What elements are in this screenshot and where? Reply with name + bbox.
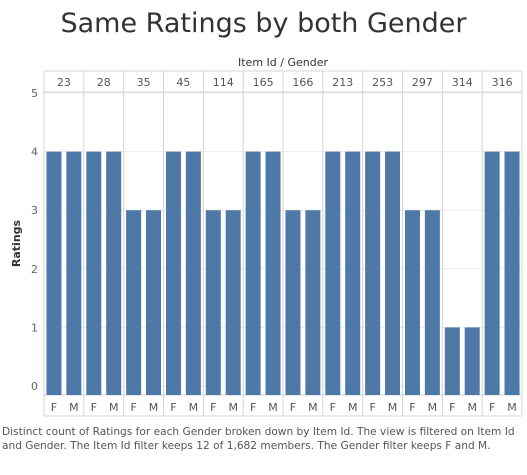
item-id-label: 23 (57, 76, 71, 89)
bar (305, 210, 321, 395)
bar (46, 151, 62, 395)
bar (504, 151, 520, 395)
item-id-label: 213 (332, 76, 353, 89)
bar (424, 210, 440, 395)
chart-caption: Distinct count of Ratings for each Gende… (2, 426, 515, 452)
bar (444, 327, 460, 395)
item-id-label: 28 (97, 76, 111, 89)
bar (225, 210, 241, 395)
item-id-label: 45 (176, 76, 190, 89)
item-id-label: 316 (492, 76, 513, 89)
item-id-label: 314 (452, 76, 473, 89)
y-axis-title: Ratings (10, 219, 23, 267)
gender-label: F (489, 401, 495, 414)
gender-label: F (250, 401, 256, 414)
gender-label: M (388, 401, 398, 414)
gender-label: M (69, 401, 79, 414)
gender-label: M (268, 401, 278, 414)
item-id-label: 114 (213, 76, 234, 89)
bar (365, 151, 381, 395)
gender-label: M (109, 401, 119, 414)
item-id-label: 297 (412, 76, 433, 89)
item-id-label: 253 (372, 76, 393, 89)
gender-label: M (467, 401, 477, 414)
gender-label: F (91, 401, 97, 414)
gender-label: M (189, 401, 199, 414)
y-tick-label: 2 (31, 263, 38, 276)
y-tick-label: 3 (31, 204, 38, 217)
bar (185, 151, 201, 395)
gender-label: M (149, 401, 159, 414)
bar (404, 210, 420, 395)
gender-label: M (428, 401, 438, 414)
gender-label: F (51, 401, 57, 414)
chart-title: Same Ratings by both Gender (60, 8, 467, 39)
gender-label: F (409, 401, 415, 414)
bar (66, 151, 82, 395)
gender-label: F (369, 401, 375, 414)
gender-label: F (330, 401, 336, 414)
item-id-label: 166 (292, 76, 313, 89)
bar (325, 151, 341, 395)
y-tick-label: 1 (31, 321, 38, 334)
bar (345, 151, 361, 395)
item-id-label: 165 (253, 76, 274, 89)
gender-label: M (348, 401, 358, 414)
gender-label: F (290, 401, 296, 414)
bar (205, 210, 221, 395)
y-tick-label: 0 (31, 380, 38, 393)
bar (285, 210, 301, 395)
gender-label: F (130, 401, 136, 414)
gender-label: F (210, 401, 216, 414)
bar (484, 151, 500, 395)
bar (165, 151, 181, 395)
bar (146, 210, 162, 395)
y-tick-label: 4 (31, 146, 38, 159)
bar (245, 151, 261, 395)
bar (106, 151, 122, 395)
bar (385, 151, 401, 395)
bar (86, 151, 102, 395)
gender-label: F (449, 401, 455, 414)
column-header: Item Id / Gender (238, 56, 328, 69)
item-id-label: 35 (137, 76, 151, 89)
bar (265, 151, 281, 395)
y-tick-label: 5 (31, 87, 38, 100)
bar (126, 210, 142, 395)
gender-label: M (308, 401, 318, 414)
bar (464, 327, 480, 395)
gender-label: F (170, 401, 176, 414)
gender-label: M (507, 401, 517, 414)
gender-label: M (228, 401, 238, 414)
